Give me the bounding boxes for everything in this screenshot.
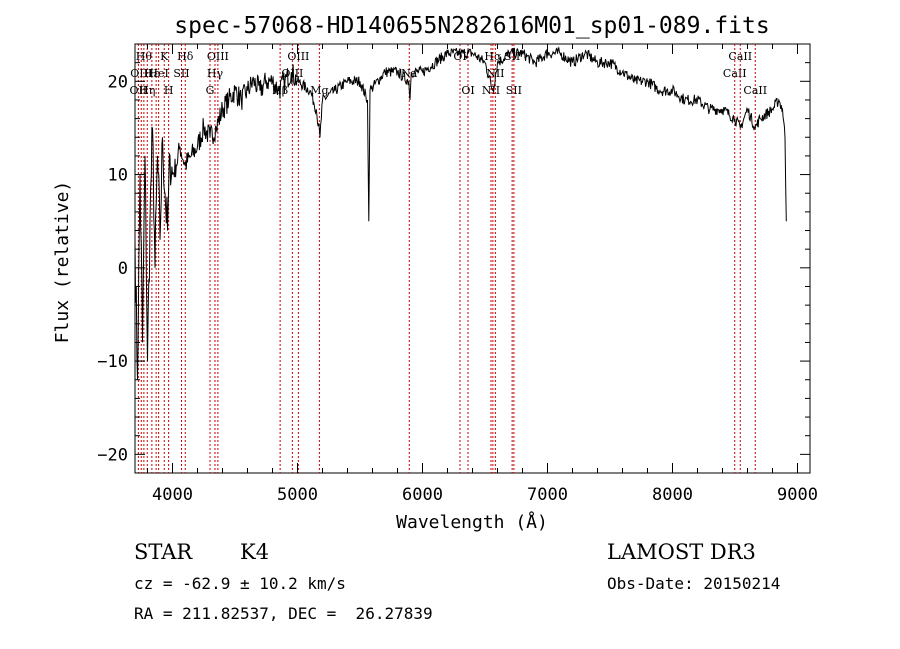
plot-frame xyxy=(134,43,811,474)
ra-dec-text: RA = 211.82537, DEC = 26.27839 xyxy=(134,604,433,623)
redshift-text: cz = -62.9 ± 10.2 km/s xyxy=(134,574,346,593)
y-tick-label: −20 xyxy=(97,445,128,465)
line-marker-label: OIII xyxy=(287,50,309,63)
line-marker-label: HeI xyxy=(148,67,168,80)
x-tick-label: 6000 xyxy=(402,485,443,505)
line-marker-label: Hη xyxy=(139,84,155,97)
line-marker-label: G xyxy=(206,84,215,97)
spectrum-line xyxy=(134,46,787,380)
spectrum-layer xyxy=(134,46,787,380)
line-marker-label: K xyxy=(160,50,169,63)
line-marker-label: H xyxy=(164,84,174,97)
line-marker-label: Hγ xyxy=(207,67,224,80)
line-marker-label: OI xyxy=(461,84,474,97)
line-marker-layer: OIIOIIIHθHηHεHeIKHSIIHδGHγOIIIHβOIIIOIII… xyxy=(130,44,767,473)
obs-date-text: Obs-Date: 20150214 xyxy=(607,574,781,593)
line-marker-label: Hα xyxy=(484,50,502,63)
chart-title: spec-57068-HD140655N282616M01_sp01-089.f… xyxy=(174,13,769,39)
object-class: STAR xyxy=(134,540,193,564)
x-tick-label: 7000 xyxy=(527,485,568,505)
y-tick-label: 0 xyxy=(118,259,128,279)
line-marker-label: SII xyxy=(506,84,522,97)
line-marker-label: Hθ xyxy=(136,50,153,63)
survey-label: LAMOST DR3 xyxy=(607,540,756,564)
x-axis-label: Wavelength (Å) xyxy=(396,511,548,533)
line-marker-label: OII xyxy=(130,84,148,97)
line-marker-label: CaII xyxy=(743,84,767,97)
axis-layer: 4000 5000 6000 7000 8000 9000 −20 −10 0 10 20 xyxy=(97,43,818,505)
line-marker-label: OIII xyxy=(207,50,229,63)
y-tick-label: 10 xyxy=(108,166,128,186)
plot-border xyxy=(134,43,811,474)
line-marker-label: CaII xyxy=(723,67,747,80)
y-tick-label: −10 xyxy=(97,352,128,372)
line-marker-label: Hδ xyxy=(177,50,194,63)
line-marker-label: Mg xyxy=(310,84,328,97)
object-subclass: K4 xyxy=(240,540,270,564)
line-marker-label: SII xyxy=(173,67,189,80)
x-tick-label: 9000 xyxy=(777,485,818,505)
x-tick-label: 4000 xyxy=(152,485,193,505)
y-axis-label: Flux (relative) xyxy=(52,181,73,344)
y-tick-label: 20 xyxy=(108,72,128,92)
line-marker-label: CaII xyxy=(728,50,752,63)
x-tick-label: 5000 xyxy=(277,485,318,505)
x-tick-label: 8000 xyxy=(652,485,693,505)
